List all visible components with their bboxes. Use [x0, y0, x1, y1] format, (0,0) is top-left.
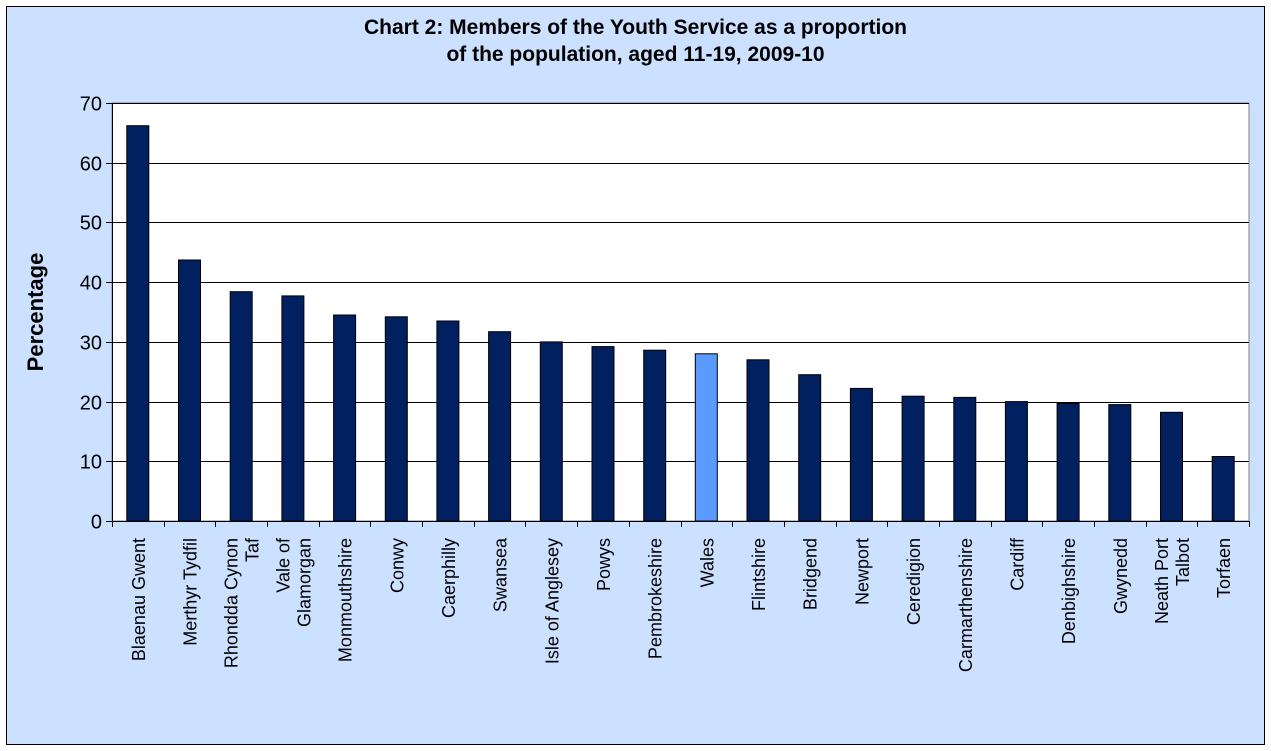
bar-conwy — [384, 316, 408, 522]
bar-merthyr-tydfil — [178, 259, 201, 522]
x-tick-label: Flintshire — [749, 538, 769, 611]
y-tick-label: 50 — [80, 213, 102, 235]
bars — [126, 125, 1235, 522]
y-tick-label: 0 — [91, 512, 102, 534]
y-tick-labels: 0 10 20 30 40 50 60 70 — [80, 94, 102, 534]
chart-title-line-1: Chart 2: Members of the Youth Service as… — [364, 16, 907, 39]
x-tick-label: Monmouthshire — [336, 538, 356, 662]
bar-pembrokeshire — [643, 349, 667, 522]
y-axis-title: Percentage — [23, 253, 48, 372]
bar-monmouthshire — [333, 314, 357, 522]
bar-isle-of-anglesey — [539, 341, 563, 522]
x-tick-label: Conwy — [387, 538, 407, 593]
x-tick-label: Swansea — [491, 537, 511, 612]
y-tick-label: 70 — [80, 94, 102, 116]
x-tick-label: Wales — [697, 538, 717, 587]
bar-flintshire — [746, 359, 770, 522]
x-tick-label: Rhondda Cynon — [222, 538, 242, 668]
bar-denbighshire — [1056, 402, 1080, 522]
bar-blaenau-gwent — [126, 125, 150, 522]
bar-swansea — [488, 331, 512, 522]
x-tick-label: Talbot — [1173, 538, 1193, 586]
x-tick-label: Pembrokeshire — [646, 538, 666, 659]
y-tick-label: 60 — [80, 154, 102, 176]
bar-torfaen — [1211, 456, 1235, 522]
bar-wales — [694, 353, 718, 522]
x-tick-label: Gwynedd — [1111, 538, 1131, 614]
x-tick-label: Merthyr Tydfil — [181, 538, 201, 646]
bar-powys — [591, 346, 615, 522]
y-tick-label: 30 — [80, 333, 102, 355]
x-tick-label: Caerphilly — [439, 538, 459, 618]
chart-title-line-2: of the population, aged 11-19, 2009-10 — [446, 43, 825, 66]
x-tick-label: Taf — [243, 537, 263, 562]
x-tick-label: Ceredigion — [904, 538, 924, 625]
y-tick-label: 40 — [80, 273, 102, 295]
chart-title: Chart 2: Members of the Youth Service as… — [0, 14, 1271, 68]
bar-neath-port-talbot — [1160, 411, 1183, 522]
x-tick-label: Glamorgan — [294, 538, 314, 627]
y-tick-label: 20 — [80, 393, 102, 415]
x-tick-label: Bridgend — [801, 538, 821, 610]
x-tick-label: Cardiff — [1007, 537, 1027, 591]
x-tick-label: Torfaen — [1214, 538, 1234, 598]
x-tick-label: Newport — [852, 538, 872, 605]
bar-vale-of-glamorgan — [281, 295, 305, 522]
bar-cardiff — [1004, 401, 1028, 522]
bar-rhondda-cynon-taf — [229, 291, 253, 522]
bar-caerphilly — [436, 320, 460, 522]
bar-carmarthenshire — [953, 396, 977, 522]
x-tick-label: Denbighshire — [1059, 538, 1079, 644]
bar-newport — [849, 387, 873, 522]
bar-bridgend — [798, 374, 822, 522]
bar-ceredigion — [901, 395, 925, 522]
x-tick-label: Blaenau Gwent — [129, 538, 149, 661]
x-tick-label: Powys — [594, 538, 614, 591]
x-tick-label: Carmarthenshire — [956, 538, 976, 672]
y-tick-label: 10 — [80, 452, 102, 474]
axes — [106, 103, 1250, 527]
x-tick-labels: Blaenau Gwent Merthyr Tydfil Rhondda Cynon… — [129, 537, 1234, 672]
x-tick-label: Isle of Anglesey — [542, 538, 562, 664]
bar-gwynedd — [1108, 404, 1132, 522]
x-tick-label: Neath Port — [1152, 538, 1172, 624]
x-tick-label: Vale of — [273, 537, 293, 593]
